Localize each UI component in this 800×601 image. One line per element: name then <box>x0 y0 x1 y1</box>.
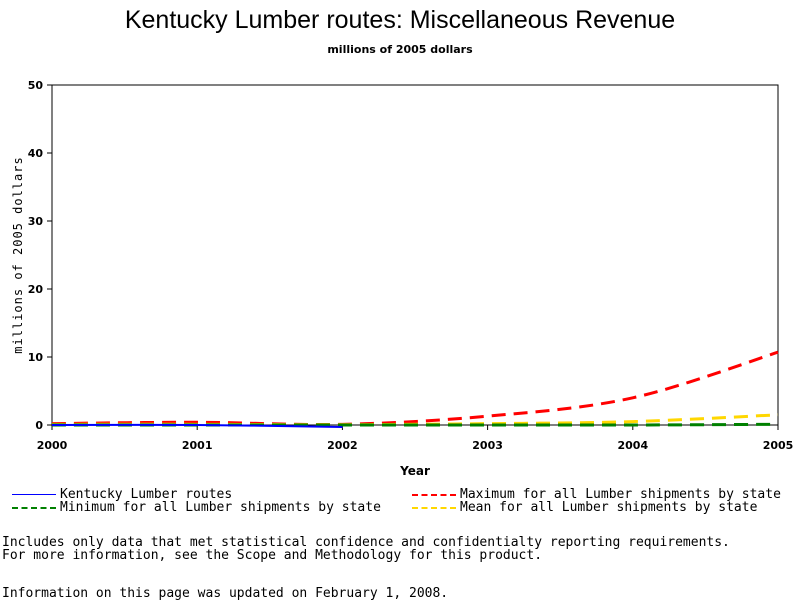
x-tick-label: 2003 <box>472 439 503 452</box>
y-tick-label: 30 <box>28 215 44 228</box>
series-line-maximum <box>51 350 779 427</box>
legend-label-maximum: Maximum for all Lumber shipments by stat… <box>460 487 781 502</box>
x-axis-title: Year <box>399 464 430 478</box>
x-tick-label: 2000 <box>37 439 68 452</box>
y-tick-label: 40 <box>28 147 44 160</box>
legend-swatch-mean <box>412 506 456 509</box>
x-tick-label: 2005 <box>763 439 794 452</box>
y-tick-label: 50 <box>28 79 44 92</box>
legend-swatch-kentucky <box>12 494 56 495</box>
plot-frame <box>51 84 779 426</box>
legend-swatch-minimum <box>12 506 56 509</box>
x-tick-label: 2001 <box>182 439 213 452</box>
legend-label-kentucky: Kentucky Lumber routes <box>60 487 233 502</box>
y-tick-label: 10 <box>28 351 44 364</box>
chart-subtitle: millions of 2005 dollars <box>327 43 473 56</box>
y-tick-label: 20 <box>28 283 44 296</box>
x-tick-label: 2004 <box>617 439 648 452</box>
legend-label-mean: Mean for all Lumber shipments by state <box>460 500 758 515</box>
note-confidence: Includes only data that met statistical … <box>2 535 730 550</box>
y-axis-title: millions of 2005 dollars <box>11 156 25 353</box>
legend-item-kentucky: Kentucky Lumber routes <box>12 487 232 502</box>
chart-title: Kentucky Lumber routes: Miscellaneous Re… <box>124 6 676 34</box>
legend-swatch-maximum <box>412 493 456 496</box>
series-line-mean <box>51 413 779 427</box>
legend-label-minimum: Minimum for all Lumber shipments by stat… <box>60 500 381 515</box>
chart-plot: 2000 2001 2002 2003 2004 2005 0 10 20 30 40 50 Year… <box>11 79 794 478</box>
note-updated: Information on this page was updated on … <box>2 586 449 601</box>
legend-item-mean: Mean for all Lumber shipments by state <box>412 500 757 515</box>
y-tick-label: 0 <box>35 419 43 432</box>
legend-item-maximum: Maximum for all Lumber shipments by stat… <box>412 487 781 502</box>
series-line-minimum <box>51 422 779 427</box>
x-tick-label: 2002 <box>327 439 358 452</box>
legend-item-minimum: Minimum for all Lumber shipments by stat… <box>12 500 381 515</box>
series-line-kentucky <box>51 423 343 429</box>
note-methodology: For more information, see the Scope and … <box>2 548 543 563</box>
